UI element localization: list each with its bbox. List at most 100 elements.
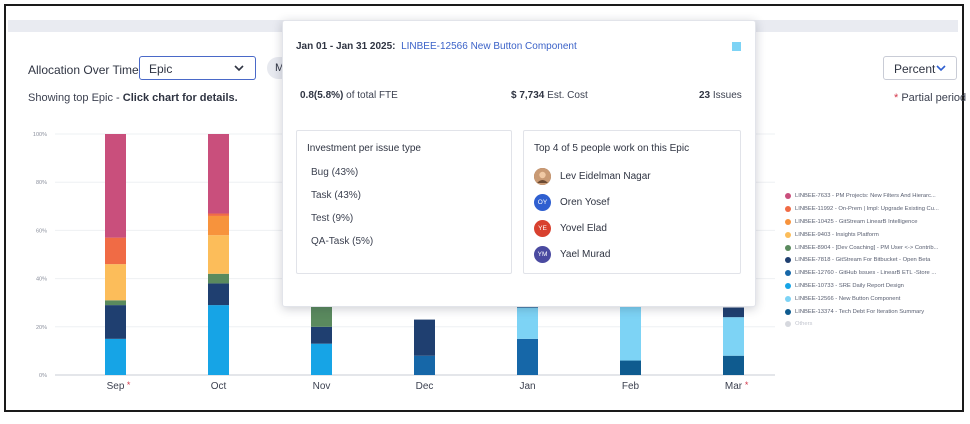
bar-segment[interactable] bbox=[620, 302, 641, 361]
x-tick-label: Jan bbox=[519, 381, 535, 392]
cost-label: Est. Cost bbox=[547, 90, 588, 101]
x-tick-label: Sep bbox=[107, 381, 125, 392]
bar-segment[interactable] bbox=[208, 134, 229, 214]
legend-item[interactable]: LINBEE-10733 - SRE Daily Report Design bbox=[785, 280, 955, 293]
chevron-down-icon bbox=[936, 65, 946, 72]
groupby-select[interactable]: Epic bbox=[139, 56, 256, 80]
person-row: YE Yovel Elad bbox=[534, 219, 607, 237]
bar-segment[interactable] bbox=[311, 326, 332, 344]
legend-item[interactable]: LINBEE-10425 - GitStream LinearB Intelli… bbox=[785, 216, 955, 229]
cost-value: $ 7,734 bbox=[511, 90, 545, 101]
legend-dot-icon bbox=[785, 295, 791, 302]
legend-item[interactable]: Others bbox=[785, 318, 955, 331]
avatar: OY bbox=[534, 193, 551, 211]
legend-dot-icon bbox=[785, 244, 791, 251]
partial-marker: * bbox=[127, 380, 131, 390]
mode-select[interactable]: Percent bbox=[883, 56, 957, 80]
legend-item[interactable]: LINBEE-12566 - New Button Component bbox=[785, 292, 955, 305]
legend-dot-icon bbox=[785, 257, 791, 264]
bar-segment[interactable] bbox=[414, 355, 435, 375]
legend-label: LINBEE-10733 - SRE Daily Report Design bbox=[795, 282, 904, 289]
bar-segment[interactable] bbox=[208, 305, 229, 375]
legend-dot-icon bbox=[785, 270, 791, 277]
investment-box: Investment per issue type Bug (43%) Task… bbox=[296, 130, 512, 274]
bar-segment[interactable] bbox=[311, 343, 332, 375]
bar-segment[interactable] bbox=[105, 338, 126, 375]
bar-segment[interactable] bbox=[105, 237, 126, 265]
legend-label: LINBEE-9403 - Insights Platform bbox=[795, 231, 879, 238]
legend-item[interactable]: LINBEE-7818 - GitStream For Bitbucket - … bbox=[785, 254, 955, 267]
chart-legend: LINBEE-7633 - PM Projects: New Filters A… bbox=[785, 190, 955, 331]
bar-segment[interactable] bbox=[105, 134, 126, 238]
legend-label: LINBEE-7633 - PM Projects: New Filters A… bbox=[795, 193, 936, 200]
people-title: Top 4 of 5 people work on this Epic bbox=[534, 143, 690, 154]
investment-item: Task (43%) bbox=[311, 190, 362, 201]
legend-label: LINBEE-11992 - On-Prem | Impl: Upgrade E… bbox=[795, 206, 939, 213]
cost-stat: $ 7,734 Est. Cost bbox=[511, 90, 588, 101]
person-row: Lev Eidelman Nagar bbox=[534, 167, 651, 185]
bar-segment[interactable] bbox=[517, 307, 538, 339]
y-tick-label: 40% bbox=[36, 277, 47, 283]
bar-segment[interactable] bbox=[105, 305, 126, 339]
partial-star: * bbox=[894, 92, 899, 104]
bar-segment[interactable] bbox=[208, 283, 229, 306]
y-tick-label: 100% bbox=[33, 132, 47, 138]
showing-prefix: Showing top Epic - bbox=[28, 92, 123, 104]
legend-label: LINBEE-7818 - GitStream For Bitbucket - … bbox=[795, 257, 931, 264]
x-tick-label: Feb bbox=[622, 381, 640, 392]
tooltip-epic-link[interactable]: LINBEE-12566 New Button Component bbox=[401, 41, 577, 52]
person-name: Yovel Elad bbox=[560, 222, 607, 234]
legend-label: LINBEE-12566 - New Button Component bbox=[795, 295, 901, 302]
legend-item[interactable]: LINBEE-11992 - On-Prem | Impl: Upgrade E… bbox=[785, 203, 955, 216]
bar-segment[interactable] bbox=[208, 273, 229, 284]
issues-stat: 23 Issues bbox=[699, 90, 742, 101]
avatar: YE bbox=[534, 219, 551, 237]
legend-dot-icon bbox=[785, 218, 791, 225]
legend-item[interactable]: LINBEE-7633 - PM Projects: New Filters A… bbox=[785, 190, 955, 203]
legend-label: LINBEE-10425 - GitStream LinearB Intelli… bbox=[795, 218, 918, 225]
bar-segment[interactable] bbox=[105, 300, 126, 306]
investment-title: Investment per issue type bbox=[307, 143, 421, 154]
investment-item: Test (9%) bbox=[311, 213, 354, 224]
tooltip-color-swatch bbox=[732, 42, 741, 51]
bar-segment[interactable] bbox=[208, 235, 229, 274]
x-tick-label: Mar bbox=[725, 381, 743, 392]
bar-segment[interactable] bbox=[723, 317, 744, 356]
legend-item[interactable]: LINBEE-9403 - Insights Platform bbox=[785, 228, 955, 241]
bar-segment[interactable] bbox=[311, 305, 332, 327]
legend-dot-icon bbox=[785, 282, 791, 289]
legend-dot-icon bbox=[785, 231, 791, 238]
issues-label: Issues bbox=[712, 90, 742, 101]
y-tick-label: 0% bbox=[39, 373, 47, 379]
issues-value: 23 bbox=[699, 90, 711, 101]
partial-period-note: * Partial period bbox=[894, 92, 966, 104]
legend-item[interactable]: LINBEE-12760 - GitHub Issues - LinearB E… bbox=[785, 267, 955, 280]
legend-label: LINBEE-8904 - [Dev Coaching] - PM User <… bbox=[795, 244, 939, 251]
x-tick-label: Nov bbox=[313, 381, 331, 392]
legend-item[interactable]: LINBEE-13374 - Tech Debt For Iteration S… bbox=[785, 305, 955, 318]
legend-dot-icon bbox=[785, 308, 791, 315]
epic-tooltip: Jan 01 - Jan 31 2025: LINBEE-12566 New B… bbox=[282, 20, 756, 307]
bar-segment[interactable] bbox=[208, 213, 229, 216]
bar-segment[interactable] bbox=[620, 360, 641, 375]
person-name: Lev Eidelman Nagar bbox=[560, 170, 651, 182]
legend-item[interactable]: LINBEE-8904 - [Dev Coaching] - PM User <… bbox=[785, 241, 955, 254]
fte-stat: 0.8(5.8%) of total FTE bbox=[300, 90, 398, 101]
bar-segment[interactable] bbox=[414, 319, 435, 356]
bar-segment[interactable] bbox=[723, 355, 744, 375]
bar-segment[interactable] bbox=[517, 338, 538, 375]
bar-segment[interactable] bbox=[105, 264, 126, 301]
avatar: YM bbox=[534, 245, 551, 263]
fte-label: of total FTE bbox=[346, 90, 398, 101]
x-tick-label: Oct bbox=[211, 381, 227, 392]
bar-segment[interactable] bbox=[723, 307, 744, 318]
investment-item: QA-Task (5%) bbox=[311, 236, 374, 247]
y-tick-label: 80% bbox=[36, 180, 47, 186]
bar-segment[interactable] bbox=[208, 215, 229, 236]
x-tick-label: Dec bbox=[416, 381, 434, 392]
legend-label: Others bbox=[795, 321, 813, 328]
allocation-by-label: Allocation Over Time By bbox=[28, 63, 157, 77]
partial-marker: * bbox=[745, 380, 749, 390]
person-name: Oren Yosef bbox=[560, 196, 610, 208]
